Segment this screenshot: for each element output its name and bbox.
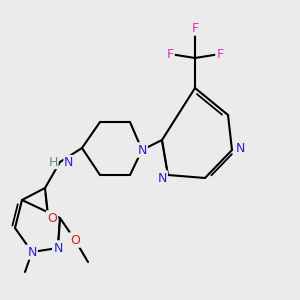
Text: N: N bbox=[53, 242, 63, 254]
Text: F: F bbox=[216, 47, 224, 61]
Text: N: N bbox=[27, 245, 37, 259]
Text: O: O bbox=[47, 212, 57, 224]
Text: F: F bbox=[167, 47, 174, 61]
Text: F: F bbox=[191, 22, 199, 34]
Text: N: N bbox=[236, 142, 245, 154]
Text: N: N bbox=[157, 172, 167, 184]
Text: O: O bbox=[70, 233, 80, 247]
Text: H: H bbox=[49, 155, 58, 169]
Text: N: N bbox=[137, 143, 147, 157]
Text: N: N bbox=[64, 155, 74, 169]
